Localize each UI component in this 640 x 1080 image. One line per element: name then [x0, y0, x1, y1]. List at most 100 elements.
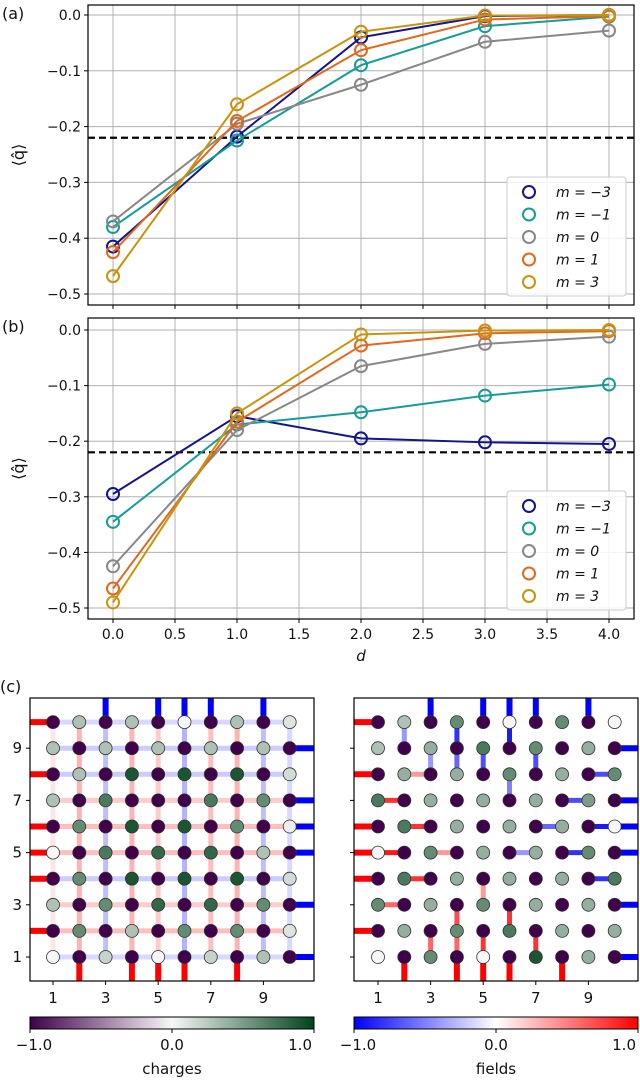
charge-site	[256, 871, 271, 886]
charge-site	[230, 871, 245, 886]
x-tick-label: 2.0	[350, 627, 372, 643]
x-tick-label: 1.5	[288, 627, 310, 643]
charge-site	[581, 897, 596, 912]
charge-site	[256, 950, 271, 964]
charge-site	[151, 767, 166, 782]
charge-site	[151, 715, 166, 729]
charge-site	[151, 819, 166, 834]
colorbar-label: charges	[142, 1060, 202, 1078]
data-point	[230, 114, 244, 129]
charge-site	[502, 845, 517, 860]
x-tick-label: 1	[48, 989, 58, 1007]
charge-site	[397, 741, 412, 756]
series-line	[112, 14, 610, 277]
charge-site	[502, 924, 517, 938]
charge-site	[555, 950, 569, 964]
y-tick-label: 0.0	[59, 323, 81, 339]
series-line	[112, 29, 610, 223]
panel-label: (c)	[0, 677, 21, 696]
legend-marker	[522, 185, 536, 199]
charge-site	[528, 741, 543, 756]
charge-site	[581, 924, 596, 938]
charge-site	[423, 741, 438, 756]
charge-site	[502, 741, 517, 756]
charge-site	[98, 950, 113, 964]
legend-label: m = 3	[556, 275, 599, 291]
charge-site	[46, 950, 60, 964]
x-tick-label: 7	[206, 989, 216, 1007]
data-point	[478, 388, 492, 403]
charge-site	[124, 715, 139, 729]
charge-site	[371, 819, 385, 834]
y-tick-label: −0.2	[47, 120, 81, 136]
charge-site	[528, 897, 543, 912]
charge-site	[476, 793, 491, 808]
colorbar-charges	[29, 1016, 315, 1030]
data-point	[602, 436, 616, 451]
charge-site	[72, 871, 87, 886]
charge-site	[282, 950, 297, 964]
charge-site	[581, 715, 596, 729]
charge-site	[607, 871, 622, 886]
charge-site	[230, 845, 245, 860]
legend-label: m = −3	[556, 499, 611, 515]
charge-site	[46, 767, 60, 782]
charge-site	[581, 819, 596, 834]
charge-site	[282, 871, 297, 886]
charge-site	[151, 871, 166, 886]
legend-marker	[522, 207, 536, 222]
charge-site	[449, 741, 464, 756]
charge-site	[282, 793, 297, 808]
charge-site	[98, 819, 113, 834]
charge-site	[581, 793, 596, 808]
data-point	[106, 245, 120, 260]
charge-site	[203, 845, 218, 860]
data-point	[106, 581, 120, 596]
charge-site	[46, 715, 60, 729]
charge-site	[607, 950, 622, 964]
charge-site	[423, 819, 438, 834]
charge-site	[371, 871, 385, 886]
charge-site	[449, 819, 464, 834]
charge-site	[449, 897, 464, 912]
charge-site	[371, 897, 385, 912]
charge-site	[528, 924, 543, 938]
charge-site	[282, 715, 297, 729]
data-point	[106, 214, 120, 229]
charge-site	[46, 793, 60, 808]
data-point	[354, 43, 368, 58]
charge-site	[528, 767, 543, 782]
charge-site	[72, 767, 87, 782]
data-point	[602, 8, 616, 22]
charge-site	[124, 950, 139, 964]
colorbar-fields	[353, 1016, 639, 1030]
charge-site	[371, 741, 385, 756]
y-tick-label: −0.5	[47, 601, 81, 617]
x-tick-label: 3.5	[536, 627, 558, 643]
data-point	[354, 431, 368, 446]
plot-frame	[353, 697, 639, 982]
charge-site	[203, 924, 218, 938]
data-point	[354, 58, 368, 73]
charge-site	[203, 871, 218, 886]
charge-site	[449, 924, 464, 938]
data-point	[230, 97, 244, 112]
charge-site	[449, 715, 464, 729]
legend-marker	[522, 521, 536, 536]
panel-label: (a)	[2, 4, 24, 23]
charge-site	[230, 897, 245, 912]
charge-site	[581, 741, 596, 756]
charge-site	[151, 793, 166, 808]
charge-site	[502, 871, 517, 886]
line-panel-b: 0.0 −0.1 −0.2 −0.3 −0.4 −0.5 0.0 0.5 1.0 1.5 2.0 2.…	[2, 317, 635, 665]
charge-site	[256, 897, 271, 912]
series-line	[112, 415, 610, 495]
legend-label: m = 1	[556, 567, 599, 583]
data-point	[354, 77, 368, 92]
charge-site	[177, 715, 192, 729]
charge-site	[230, 924, 245, 938]
charge-site	[46, 845, 60, 860]
charge-site	[98, 845, 113, 860]
charge-site	[230, 950, 245, 964]
series-line	[112, 15, 610, 253]
